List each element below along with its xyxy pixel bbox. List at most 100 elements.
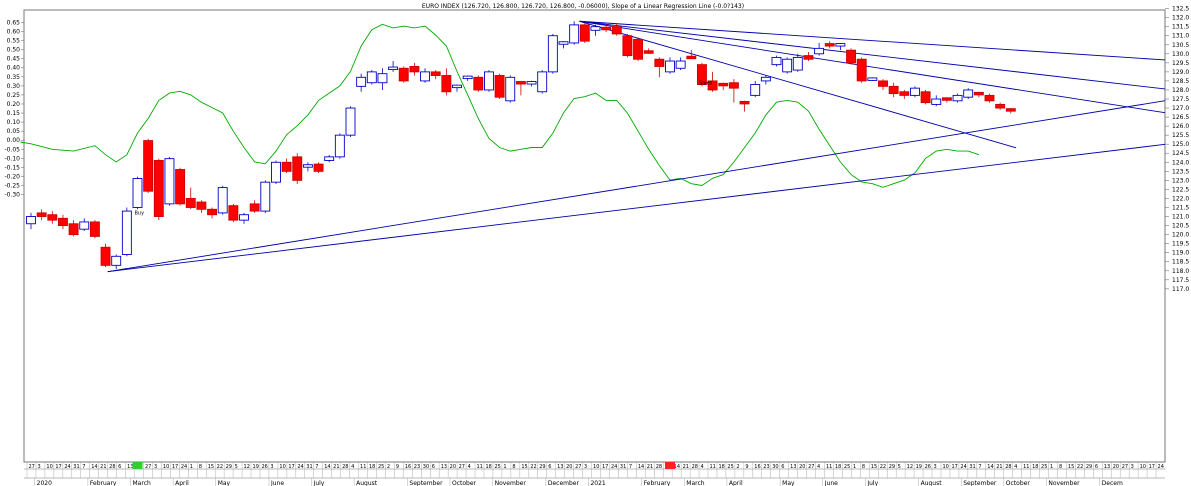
- right-tick-label: 124.0: [1172, 159, 1189, 166]
- right-tick-label: 118.0: [1172, 268, 1189, 275]
- date-tick-label: 17: [288, 464, 294, 470]
- date-tick-label: 2: [736, 464, 739, 470]
- candle-body: [654, 58, 665, 67]
- oscillator-series: [20, 23, 980, 188]
- candle-body: [185, 197, 196, 208]
- month-label: February: [644, 480, 671, 486]
- date-tick-label: 27: [29, 464, 35, 470]
- candle-body: [941, 97, 952, 101]
- date-tick-label: 29: [539, 464, 545, 470]
- left-tick-label: -0.05: [4, 146, 20, 153]
- date-tick-label: 10: [163, 464, 169, 470]
- annotation-label: Sales: [699, 80, 713, 86]
- candle-body: [920, 91, 931, 104]
- candle-body: [878, 80, 888, 87]
- trendline: [107, 100, 1166, 273]
- month-label: September: [409, 480, 443, 486]
- date-tick-label: 6: [781, 464, 784, 470]
- date-tick-label: 24: [1158, 464, 1164, 470]
- date-tick-label: 13: [557, 464, 563, 470]
- date-tick-label: 28: [692, 464, 698, 470]
- date-tick-label: 31: [306, 464, 312, 470]
- date-tick-label: 12: [907, 464, 913, 470]
- date-tick-label: 18: [369, 464, 375, 470]
- month-label: June: [824, 480, 838, 486]
- right-tick-label: 121.0: [1172, 214, 1189, 221]
- left-tick-label: 0.30: [7, 83, 21, 90]
- date-tick-label: 31: [969, 464, 975, 470]
- right-tick-label: 131.0: [1172, 33, 1189, 40]
- right-tick-label: 130.5: [1172, 42, 1189, 49]
- date-tick-label: 20: [566, 464, 572, 470]
- candle-body: [484, 71, 494, 91]
- candle-body: [643, 50, 654, 54]
- candle-body: [547, 35, 558, 73]
- month-label: November: [1048, 480, 1080, 486]
- date-tick-label: 12: [244, 464, 250, 470]
- date-tick-label: 25: [378, 464, 384, 470]
- month-label: February: [90, 480, 117, 486]
- candle-body: [292, 156, 303, 181]
- left-tick-label: 0.00: [7, 137, 21, 144]
- candle-body: [558, 41, 569, 45]
- date-tick-label: 15: [871, 464, 877, 470]
- candle-body: [26, 216, 36, 225]
- candle-body: [239, 214, 249, 221]
- date-tick-label: 21: [683, 464, 689, 470]
- date-tick-label: 23: [414, 464, 420, 470]
- candle-body: [281, 161, 292, 172]
- candle-body: [377, 73, 388, 84]
- date-tick-label: 28: [656, 464, 662, 470]
- candle-body: [910, 87, 920, 96]
- left-tick-label: 0.60: [7, 29, 21, 36]
- month-label: March: [133, 480, 151, 486]
- right-tick-label: 132.0: [1172, 15, 1189, 22]
- date-tick-label: 15: [208, 464, 214, 470]
- date-tick-label: 3: [37, 464, 40, 470]
- candle-body: [36, 212, 47, 217]
- right-tick-label: 117.5: [1172, 277, 1189, 284]
- candle-body: [271, 161, 281, 183]
- candle-body: [952, 94, 963, 102]
- candle-body: [622, 35, 633, 57]
- annotations: Buy Sales: [135, 80, 713, 216]
- candle-body: [707, 80, 718, 91]
- month-label: October: [452, 480, 477, 486]
- left-tick-label: -0.25: [4, 183, 20, 190]
- candle-body: [47, 214, 58, 221]
- candle-body: [462, 75, 473, 80]
- month-label: Decem: [1102, 480, 1123, 486]
- date-tick-label: 17: [602, 464, 608, 470]
- candle-body: [665, 60, 675, 73]
- date-tick-label: 9: [396, 464, 399, 470]
- date-tick-label: 9: [745, 464, 748, 470]
- candle-body: [760, 76, 771, 82]
- right-tick-label: 120.0: [1172, 232, 1189, 239]
- date-tick-label: 6: [1095, 464, 1098, 470]
- date-tick-label: 19: [916, 464, 922, 470]
- month-label: November: [495, 480, 527, 486]
- month-label: October: [1006, 480, 1031, 486]
- date-tick-label: 10: [46, 464, 52, 470]
- candle-body: [931, 98, 942, 105]
- candle-body: [420, 71, 430, 82]
- left-tick-label: 0.05: [7, 128, 21, 135]
- candle-body: [494, 75, 505, 98]
- left-tick-label: -0.15: [4, 164, 20, 171]
- candle-body: [782, 58, 793, 73]
- right-tick-label: 130.0: [1172, 51, 1189, 58]
- date-tick-label: 28: [109, 464, 115, 470]
- left-tick-label: 0.35: [7, 74, 21, 81]
- date-tick-label: 28: [342, 464, 348, 470]
- right-tick-label: 122.0: [1172, 195, 1189, 202]
- trendline: [579, 20, 1166, 61]
- left-axis: 0.65 0.60 0.55 0.50 0.45 0.40 0.35 0.30 0.25 0.20…: [4, 19, 24, 199]
- right-tick-label: 122.5: [1172, 186, 1189, 193]
- date-tick-label: 25: [844, 464, 850, 470]
- date-tick-label: 31: [620, 464, 626, 470]
- candle-body: [228, 205, 239, 221]
- date-tick-label: 13: [127, 464, 133, 470]
- left-tick-label: -0.30: [4, 192, 20, 199]
- date-tick-label: 23: [763, 464, 769, 470]
- date-tick-label: 17: [951, 464, 957, 470]
